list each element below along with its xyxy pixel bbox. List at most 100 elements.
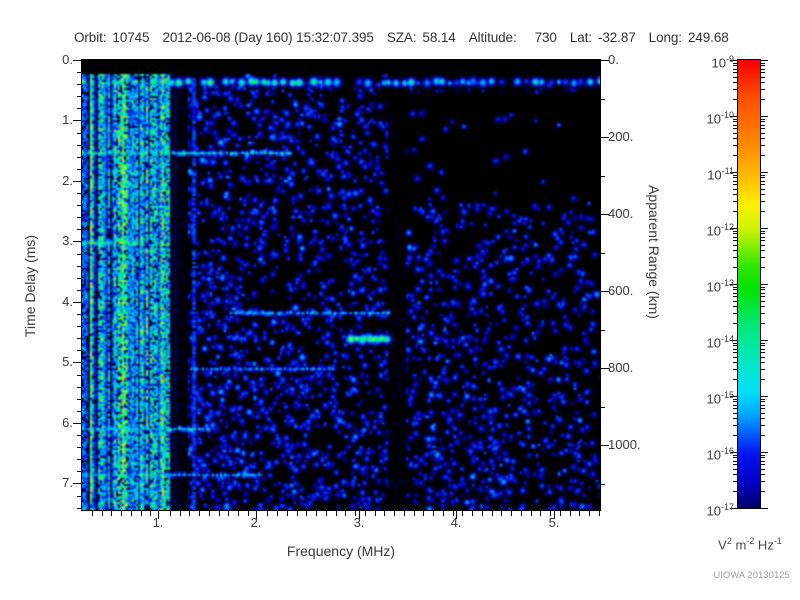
- axis-tick: [761, 435, 765, 436]
- axis-tick: [579, 511, 580, 516]
- axis-tick: [501, 511, 502, 516]
- colorbar-tick-label: 10-14: [706, 334, 734, 351]
- axis-tick: [733, 69, 737, 70]
- axis-tick: [761, 60, 768, 61]
- axis-tick: [77, 387, 81, 388]
- axis-tick: [761, 177, 765, 178]
- axis-tick: [761, 284, 768, 285]
- axis-tick: [141, 511, 142, 516]
- axis-tick: [77, 278, 81, 279]
- y-axis-title-right: Apparent Range (km): [646, 185, 662, 319]
- tick-label: 0.: [608, 52, 619, 67]
- axis-tick: [733, 464, 737, 465]
- axis-tick: [733, 133, 737, 134]
- tick-label: 600.: [608, 283, 634, 298]
- axis-tick: [761, 452, 768, 453]
- axis-tick: [761, 184, 765, 185]
- axis-tick: [77, 254, 81, 255]
- axis-tick: [73, 483, 81, 484]
- lat-label: Lat:: [569, 30, 592, 45]
- axis-tick: [761, 301, 765, 302]
- axis-tick: [601, 330, 605, 331]
- axis-tick: [761, 379, 765, 380]
- axis-tick: [540, 511, 541, 516]
- axis-tick: [761, 474, 765, 475]
- axis-tick: [77, 399, 81, 400]
- altitude-label: Altitude:: [468, 30, 517, 45]
- lat-field: Lat: -32.87: [570, 30, 636, 45]
- axis-tick: [733, 72, 737, 73]
- colorbar-tick-label: 10-10: [706, 110, 734, 127]
- axis-tick: [554, 511, 555, 519]
- axis-tick: [601, 253, 605, 254]
- axis-tick: [453, 511, 454, 516]
- axis-tick: [733, 245, 737, 246]
- axis-tick: [733, 435, 737, 436]
- axis-tick: [77, 447, 81, 448]
- axis-tick: [761, 128, 765, 129]
- axis-tick: [733, 323, 737, 324]
- axis-tick: [199, 511, 200, 516]
- axis-tick: [121, 511, 122, 516]
- tick-label: 3.: [62, 233, 73, 248]
- axis-tick: [761, 413, 765, 414]
- axis-tick: [73, 120, 81, 121]
- axis-tick: [277, 511, 278, 516]
- axis-tick: [77, 350, 81, 351]
- axis-tick: [733, 231, 737, 232]
- axis-tick: [77, 157, 81, 158]
- axis-tick: [601, 368, 609, 369]
- axis-tick: [733, 287, 737, 288]
- axis-tick: [761, 267, 765, 268]
- axis-tick: [102, 511, 103, 516]
- axis-tick: [73, 241, 81, 242]
- axis-tick: [394, 511, 395, 516]
- colorbar-tick-label: 10-17: [706, 502, 734, 519]
- axis-tick: [601, 137, 609, 138]
- axis-tick: [761, 245, 765, 246]
- axis-tick: [77, 459, 81, 460]
- axis-tick: [761, 155, 765, 156]
- axis-tick: [733, 357, 737, 358]
- axis-tick: [550, 511, 551, 516]
- axis-tick: [355, 511, 356, 516]
- axis-tick: [77, 217, 81, 218]
- axis-tick: [733, 461, 737, 462]
- axis-tick: [306, 511, 307, 516]
- axis-tick: [761, 461, 765, 462]
- axis-tick: [733, 345, 737, 346]
- axis-tick: [77, 266, 81, 267]
- axis-tick: [73, 60, 81, 61]
- axis-tick: [733, 455, 737, 456]
- axis-tick: [761, 72, 765, 73]
- axis-tick: [761, 362, 765, 363]
- axis-tick: [733, 121, 737, 122]
- axis-tick: [761, 119, 765, 120]
- axis-tick: [733, 138, 737, 139]
- tick-label: 7.: [62, 475, 73, 490]
- axis-tick: [761, 323, 765, 324]
- axis-tick: [248, 511, 249, 516]
- header-info-bar: Orbit: 10745 2012-06-08 (Day 160) 15:32:…: [74, 30, 729, 45]
- axis-tick: [733, 369, 737, 370]
- axis-tick: [733, 177, 737, 178]
- orbit-label: Orbit:: [74, 30, 107, 45]
- axis-tick: [733, 457, 737, 458]
- tick-label: 3.: [353, 515, 365, 530]
- tick-label: 5.: [62, 354, 73, 369]
- colorbar-tick-label: 10-11: [707, 166, 734, 183]
- axis-tick: [375, 511, 376, 516]
- axis-tick: [733, 155, 737, 156]
- axis-tick: [761, 401, 765, 402]
- lat-value: -32.87: [597, 30, 636, 45]
- axis-tick: [733, 267, 737, 268]
- long-label: Long:: [648, 30, 682, 45]
- axis-tick: [77, 72, 81, 73]
- axis-tick: [761, 121, 765, 122]
- axis-tick: [761, 237, 765, 238]
- axis-tick: [761, 175, 765, 176]
- axis-tick: [77, 133, 81, 134]
- axis-tick: [365, 511, 366, 516]
- axis-tick: [462, 511, 463, 516]
